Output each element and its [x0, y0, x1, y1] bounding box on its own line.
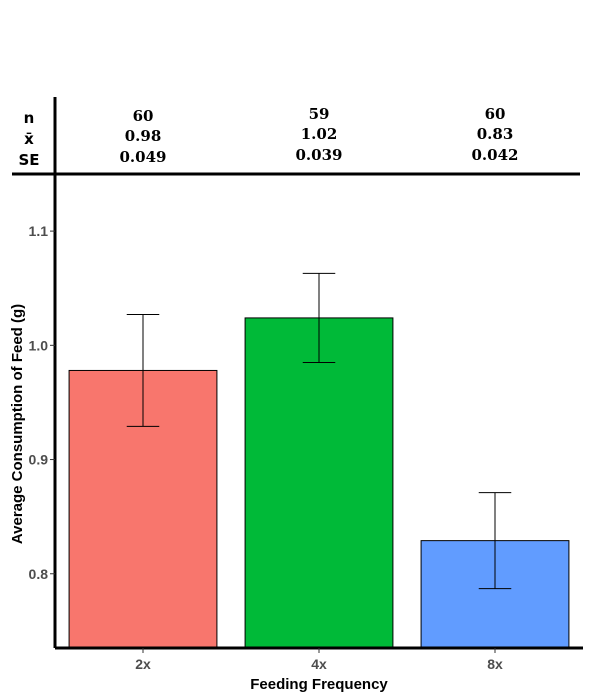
y-tick-label: 0.9 [29, 452, 49, 468]
x-tick-label: 2x [135, 656, 151, 672]
x-tick-label: 8x [487, 656, 503, 672]
stat-n-8x: 60 [485, 105, 506, 123]
y-tick-label: 0.8 [29, 566, 49, 582]
y-tick-label: 1.0 [29, 337, 49, 353]
bar-4x [244, 317, 394, 649]
stat-se-8x: 0.042 [472, 146, 519, 164]
stat-se-2x: 0.049 [120, 148, 167, 166]
stat-n-4x: 59 [309, 105, 330, 123]
plot-area: 0.8 0.9 1.0 1.1 2x 4x 8x [29, 174, 583, 672]
stat-se-4x: 0.039 [296, 146, 343, 164]
stat-row-label-se: SE [18, 151, 39, 169]
stat-mean-4x: 1.02 [301, 125, 338, 143]
stat-mean-8x: 0.83 [477, 125, 514, 143]
x-axis-title: Feeding Frequency [250, 676, 388, 693]
stat-row-label-n: n [24, 109, 35, 127]
stat-row-label-mean: x̄ [24, 130, 34, 148]
stats-table: n x̄ SE 60 0.98 0.049 59 1.02 0.039 60 0.83 0.04… [12, 97, 580, 176]
stat-n-2x: 60 [133, 107, 154, 125]
x-tick-label: 4x [311, 656, 327, 672]
y-tick-label: 1.1 [29, 223, 49, 239]
y-axis-title: Average Consumption of Feed (g) [9, 304, 26, 544]
stat-mean-2x: 0.98 [125, 127, 162, 145]
